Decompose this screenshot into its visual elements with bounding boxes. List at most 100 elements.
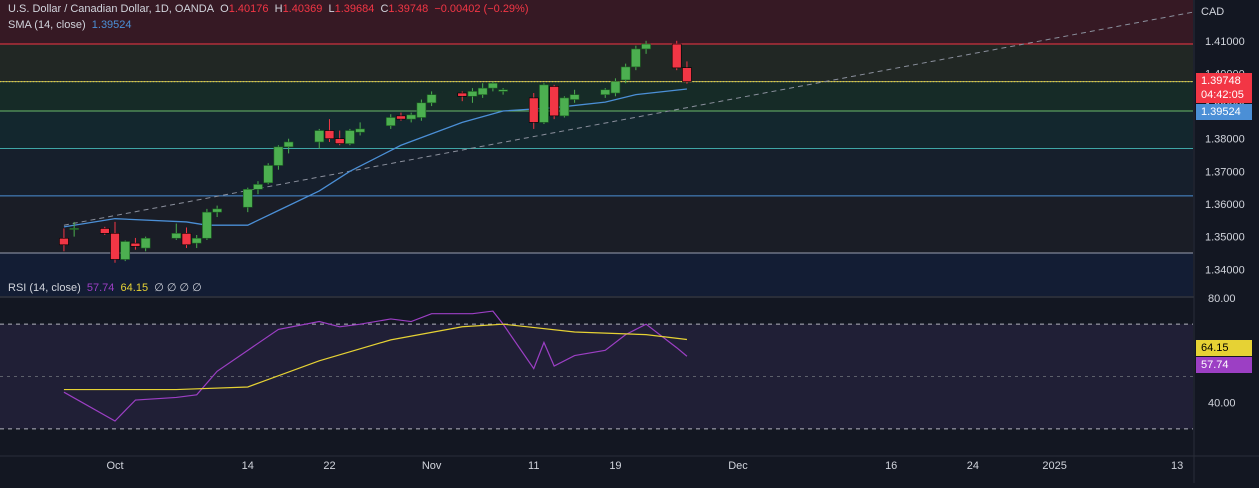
bear-candle xyxy=(671,43,682,69)
bull-candle xyxy=(426,94,437,104)
time-tick-label: 13 xyxy=(1171,460,1183,472)
bear-candle xyxy=(130,242,141,247)
low-label: L xyxy=(328,3,335,15)
bull-candle xyxy=(385,117,396,126)
sma-label: SMA (14, close) xyxy=(8,19,86,31)
rsi-line xyxy=(63,310,688,422)
sma-price-label: 1.39524 xyxy=(1196,104,1252,120)
bull-candle xyxy=(467,91,478,97)
rsi-legend[interactable]: RSI (14, close) 57.74 64.15 ∅ ∅ ∅ ∅ xyxy=(8,281,202,294)
bull-candle xyxy=(539,84,549,123)
price-tick-label: 1.37000 xyxy=(1205,166,1245,178)
rsi-placeholders: ∅ ∅ ∅ ∅ xyxy=(154,282,202,294)
bull-candle xyxy=(498,89,508,92)
time-tick-label: 16 xyxy=(885,460,897,472)
bull-candle xyxy=(416,102,427,118)
bear-candle xyxy=(396,115,406,120)
bear-candle xyxy=(457,92,468,97)
bear-candle xyxy=(110,233,120,260)
bull-candle xyxy=(345,130,355,144)
rsi-tick-label: 40.00 xyxy=(1208,398,1236,410)
high-value: 1.40369 xyxy=(282,3,323,15)
bull-candle xyxy=(610,81,621,94)
bull-candle xyxy=(641,43,651,50)
bull-candle xyxy=(120,241,131,260)
bull-candle xyxy=(620,66,631,81)
rsi-value-label: 57.74 xyxy=(1196,357,1252,373)
bear-candle xyxy=(549,86,559,117)
low-value: 1.39684 xyxy=(334,3,375,15)
rsi-value: 57.74 xyxy=(86,282,115,294)
zone-band xyxy=(0,148,1193,196)
currency-label[interactable]: CAD xyxy=(1201,6,1225,18)
time-tick-label: Oct xyxy=(106,460,123,472)
time-tick-label: 19 xyxy=(609,460,621,472)
time-tick-label: 22 xyxy=(323,460,335,472)
zone-band xyxy=(0,81,1193,111)
zone-band xyxy=(0,110,1193,149)
bull-candle xyxy=(253,184,263,190)
bull-candle xyxy=(600,89,611,95)
bull-candle xyxy=(488,82,498,89)
bear-candle xyxy=(181,233,192,246)
bear-candle xyxy=(528,97,539,123)
rsi-label: RSI (14, close) xyxy=(8,282,81,294)
bull-candle xyxy=(559,97,570,117)
bear-candle xyxy=(324,130,335,140)
sma-value: 1.39524 xyxy=(91,19,132,31)
countdown-value: 04:42:05 xyxy=(1201,89,1244,101)
sma-legend[interactable]: SMA (14, close) 1.39524 xyxy=(8,19,132,31)
zone-band xyxy=(0,44,1193,82)
sma-line xyxy=(63,88,688,228)
bear-candle xyxy=(682,67,692,82)
last-price-value: 1.39748 xyxy=(1201,75,1241,87)
rsi-ma-line xyxy=(63,323,688,391)
time-tick-label: 2025 xyxy=(1042,460,1066,472)
price-tick-label: 1.36000 xyxy=(1205,199,1245,211)
bull-candle xyxy=(263,165,273,184)
price-tick-label: 1.34000 xyxy=(1205,264,1245,276)
bull-candle xyxy=(242,188,253,208)
bull-candle xyxy=(273,146,284,166)
bear-candle xyxy=(334,138,345,144)
symbol-title: U.S. Dollar / Canadian Dollar, 1D, OANDA xyxy=(8,3,215,15)
price-tick-label: 1.38000 xyxy=(1205,134,1245,146)
bull-candle xyxy=(355,128,365,133)
bull-candle xyxy=(171,233,182,239)
close-value: 1.39748 xyxy=(388,3,429,15)
bull-candle xyxy=(283,141,294,148)
bull-candle xyxy=(140,237,151,249)
close-label: C xyxy=(380,3,389,15)
open-value: 1.40176 xyxy=(228,3,269,15)
bull-candle xyxy=(569,94,580,100)
bull-candle xyxy=(477,87,488,95)
bear-candle xyxy=(99,228,110,234)
open-label: O xyxy=(220,3,229,15)
rsi-ma-value: 64.15 xyxy=(120,282,149,294)
change-value: −0.00402 (−0.29%) xyxy=(434,3,529,15)
time-tick-label: 14 xyxy=(242,460,254,472)
symbol-header: U.S. Dollar / Canadian Dollar, 1D, OANDA… xyxy=(8,3,529,15)
bull-candle xyxy=(191,237,202,244)
rsi-tick-label: 80.00 xyxy=(1208,293,1236,305)
bull-candle xyxy=(212,208,222,213)
high-label: H xyxy=(274,3,283,15)
time-tick-label: 11 xyxy=(528,460,539,472)
time-tick-label: Dec xyxy=(728,460,748,472)
price-tick-label: 1.41000 xyxy=(1205,36,1245,48)
bull-candle xyxy=(202,211,212,239)
zone-band xyxy=(0,252,1193,297)
rsi-ma-label: 64.15 xyxy=(1196,340,1252,356)
price-tick-label: 1.35000 xyxy=(1205,232,1245,244)
zone-band xyxy=(0,0,1193,45)
bull-candle xyxy=(406,114,416,120)
time-tick-label: Nov xyxy=(422,460,442,472)
last-price-label: 1.39748 04:42:05 xyxy=(1196,73,1252,103)
bear-candle xyxy=(59,237,69,246)
bull-candle xyxy=(314,130,325,143)
zone-band xyxy=(0,195,1193,253)
time-tick-label: 24 xyxy=(967,460,979,472)
